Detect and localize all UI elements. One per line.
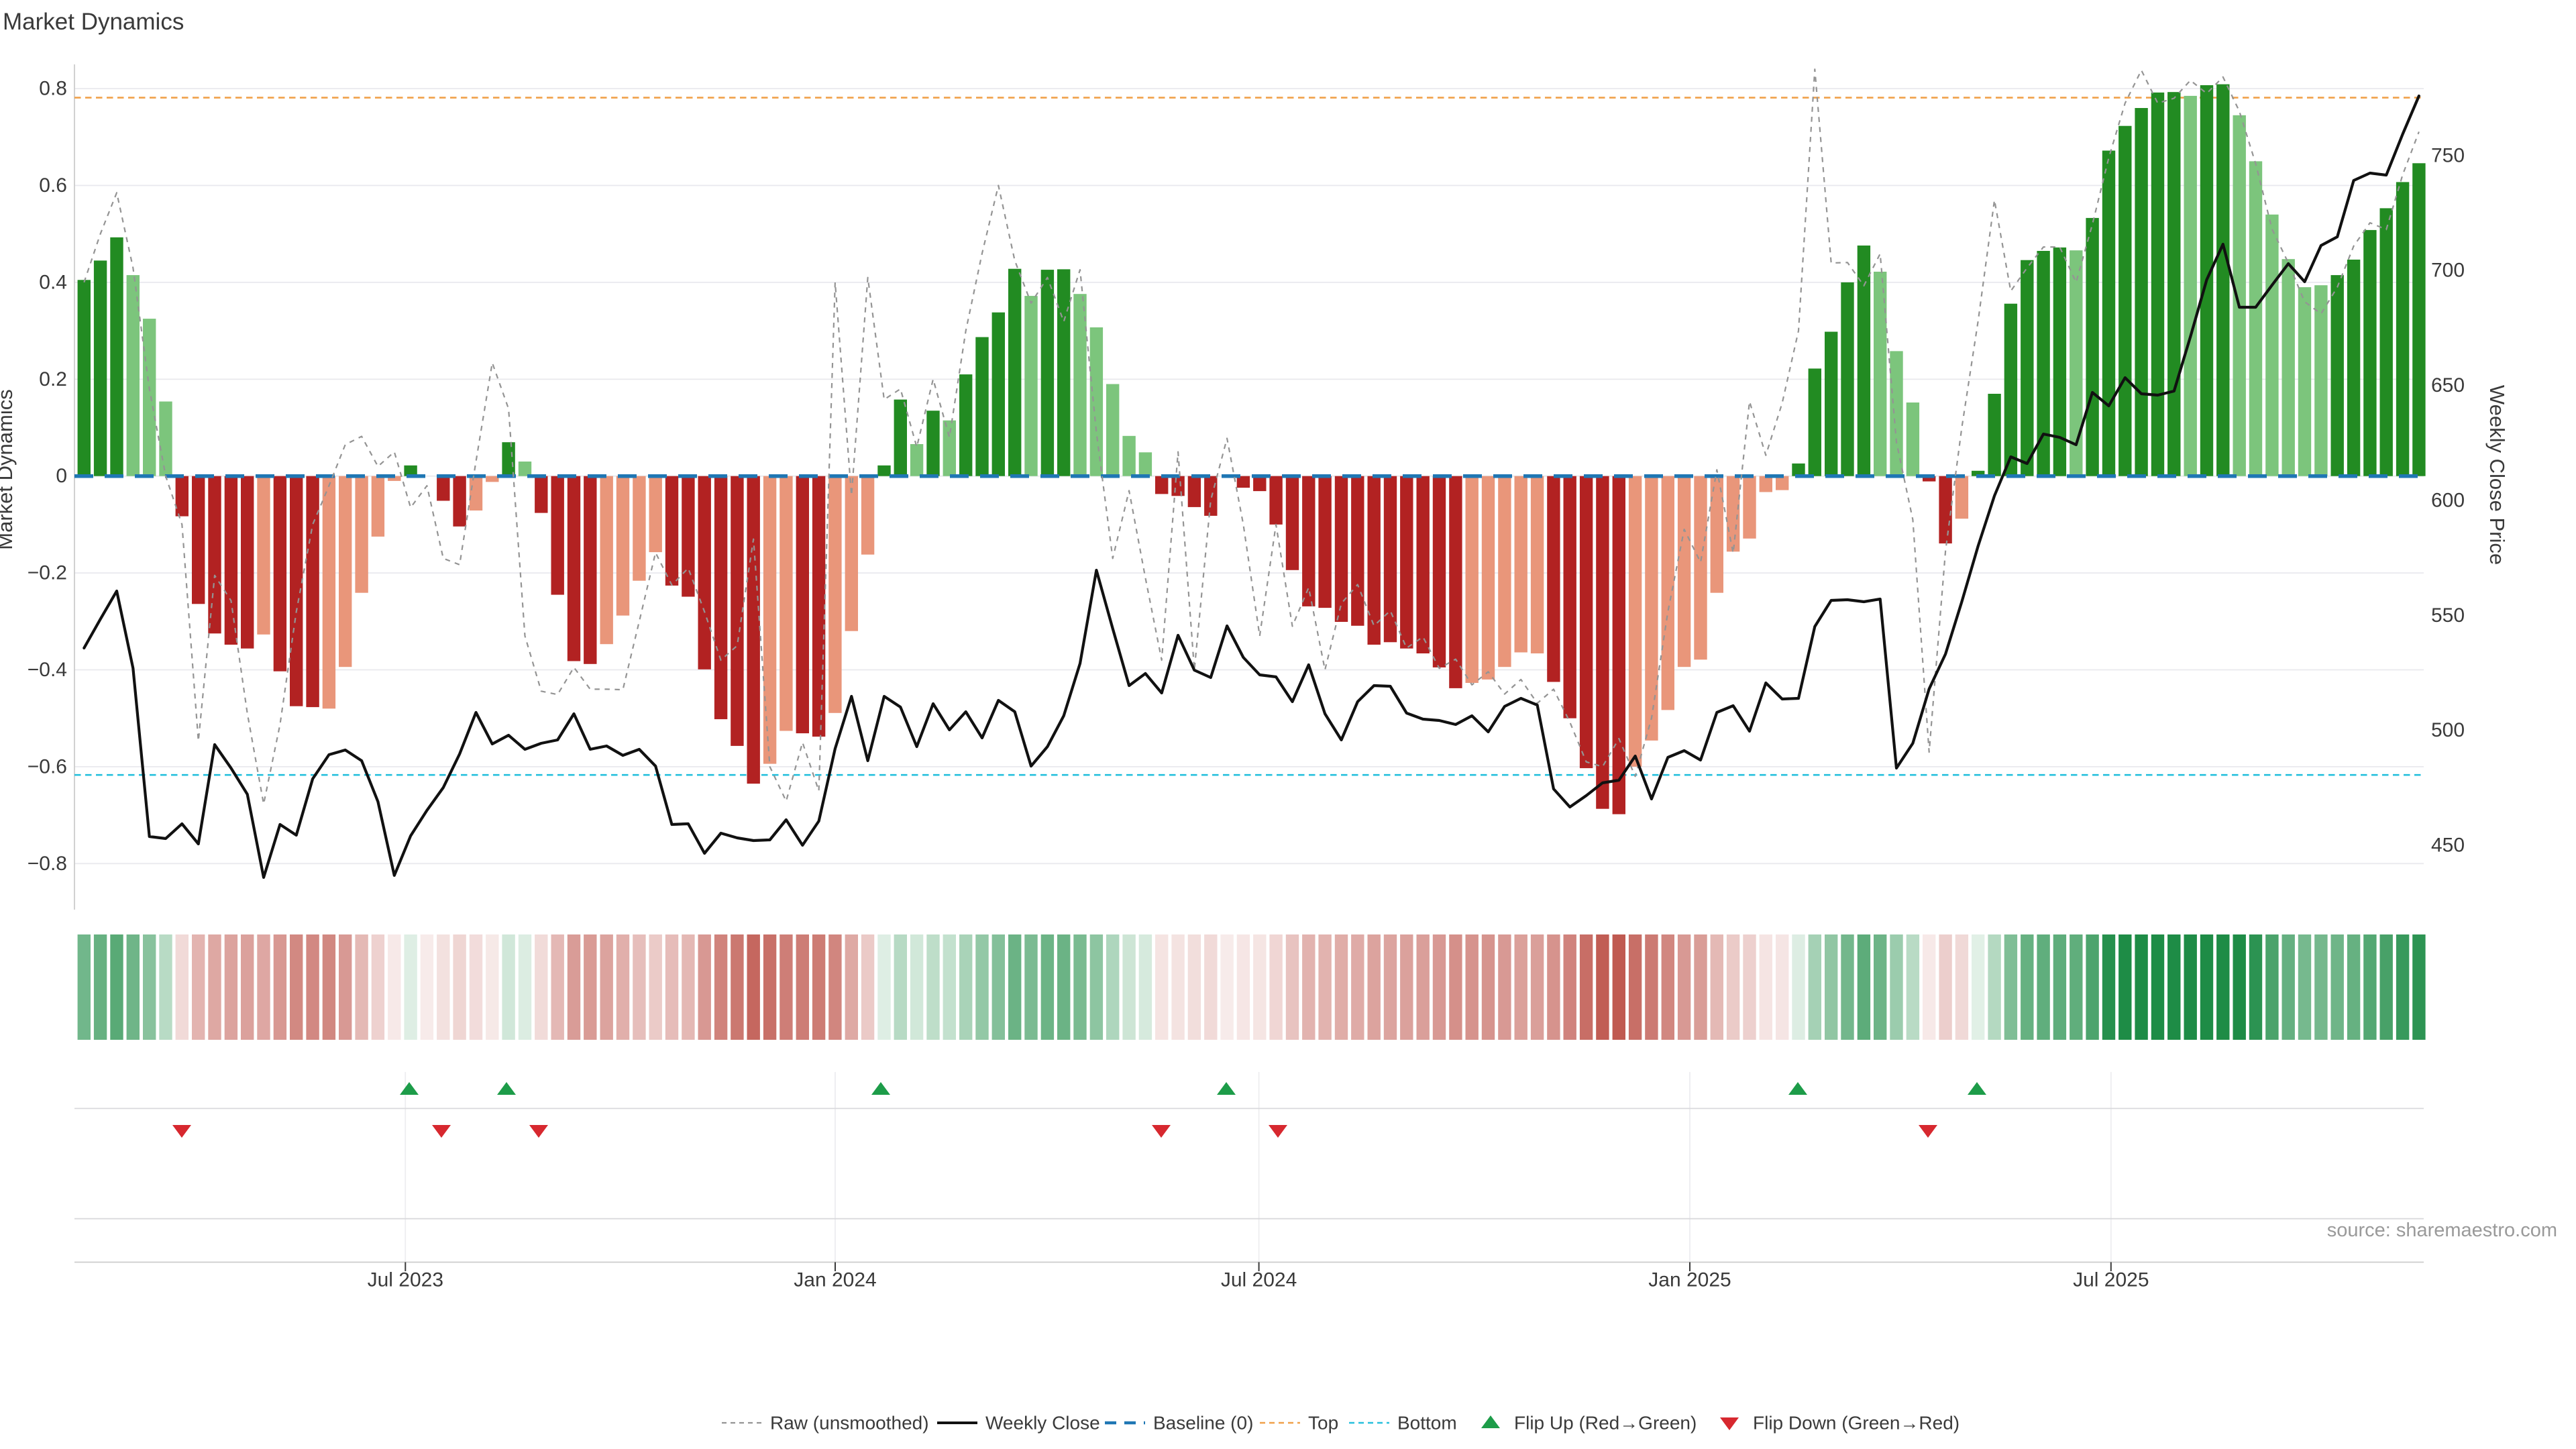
svg-text:−0.4: −0.4 (28, 659, 67, 681)
svg-text:Weekly Close Price: Weekly Close Price (2485, 385, 2509, 565)
svg-text:−0.2: −0.2 (28, 562, 67, 584)
svg-text:−0.6: −0.6 (28, 755, 67, 777)
svg-text:650: 650 (2431, 374, 2465, 396)
svg-text:Market Dynamics: Market Dynamics (3, 9, 184, 35)
svg-text:Raw (unsmoothed): Raw (unsmoothed) (770, 1413, 929, 1434)
svg-text:Market Dynamics: Market Dynamics (0, 389, 17, 549)
svg-text:Jul 2024: Jul 2024 (1221, 1269, 1297, 1291)
svg-text:700: 700 (2431, 260, 2465, 282)
svg-text:Jul 2023: Jul 2023 (368, 1269, 443, 1291)
svg-text:0.6: 0.6 (39, 174, 67, 197)
svg-text:0.2: 0.2 (39, 368, 67, 390)
svg-text:Baseline (0): Baseline (0) (1153, 1413, 1253, 1434)
svg-text:0.8: 0.8 (39, 78, 67, 100)
svg-text:0.4: 0.4 (39, 271, 67, 293)
svg-text:source: sharemaestro.com: source: sharemaestro.com (2327, 1220, 2557, 1241)
svg-text:Weekly Close: Weekly Close (985, 1413, 1100, 1434)
svg-text:Jan 2025: Jan 2025 (1648, 1269, 1731, 1291)
svg-text:550: 550 (2431, 604, 2465, 627)
svg-text:450: 450 (2431, 835, 2465, 857)
svg-text:750: 750 (2431, 144, 2465, 166)
svg-text:Flip Down (Green→Red): Flip Down (Green→Red) (1753, 1413, 1960, 1434)
svg-text:Jan 2024: Jan 2024 (794, 1269, 876, 1291)
svg-text:Flip Up (Red→Green): Flip Up (Red→Green) (1514, 1413, 1697, 1434)
svg-text:500: 500 (2431, 719, 2465, 741)
svg-text:Top: Top (1308, 1413, 1338, 1434)
svg-text:0: 0 (56, 465, 67, 487)
svg-text:600: 600 (2431, 489, 2465, 511)
svg-text:Jul 2025: Jul 2025 (2073, 1269, 2149, 1291)
svg-text:−0.8: −0.8 (28, 853, 67, 875)
svg-text:Bottom: Bottom (1397, 1413, 1457, 1434)
